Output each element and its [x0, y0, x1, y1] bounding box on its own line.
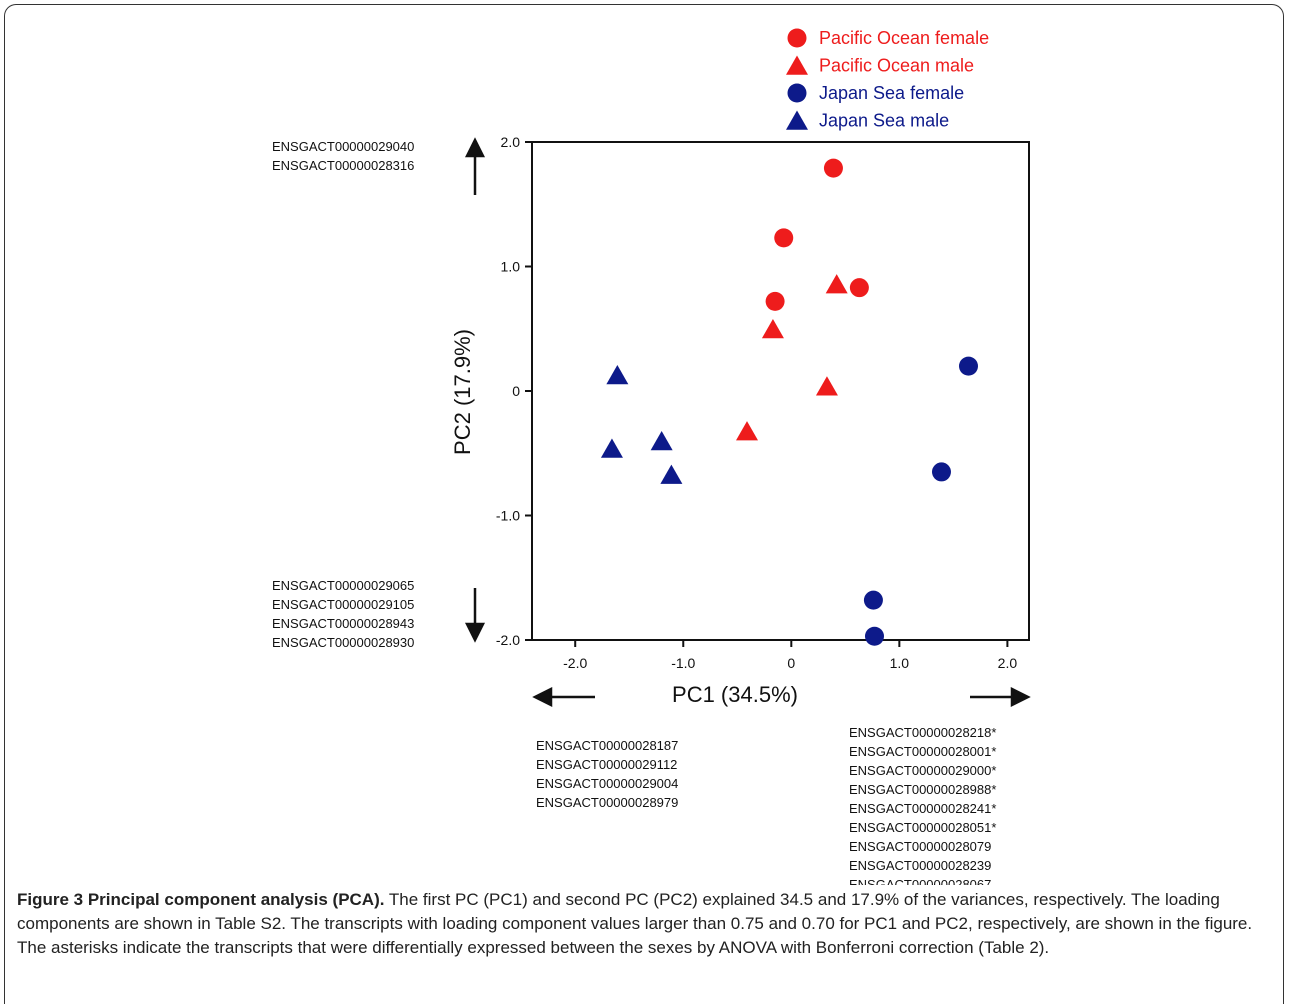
data-point — [825, 274, 848, 294]
y-axis-title: PC2 (17.9%) — [450, 329, 475, 455]
pc1-negative-transcripts: ENSGACT00000028187 ENSGACT00000029112 ENSG… — [536, 738, 678, 810]
transcript-label: ENSGACT00000029000* — [849, 763, 996, 778]
pc1-positive-transcripts: ENSGACT00000028218* ENSGACT00000028001* EN… — [849, 725, 996, 885]
data-point — [774, 228, 794, 248]
x-tick-label: -1.0 — [671, 655, 695, 671]
legend-label: Japan Sea male — [819, 111, 949, 131]
data-point — [606, 365, 629, 385]
figure-caption: Figure 3 Principal component analysis (P… — [17, 888, 1277, 960]
data-point — [815, 376, 838, 396]
transcript-label: ENSGACT00000029065 — [272, 578, 414, 593]
legend-label: Japan Sea female — [819, 83, 964, 103]
legend-marker — [787, 83, 807, 103]
transcript-label: ENSGACT00000028979 — [536, 795, 678, 810]
transcript-label: ENSGACT00000029040 — [272, 139, 414, 154]
data-point — [931, 462, 951, 482]
x-tick-label: 0 — [787, 655, 795, 671]
transcript-label: ENSGACT00000028241* — [849, 801, 996, 816]
pc2-positive-transcripts: ENSGACT00000029040 ENSGACT00000028316 — [272, 139, 414, 173]
data-point — [761, 318, 784, 339]
transcript-label: ENSGACT00000028079 — [849, 839, 991, 854]
transcript-label: ENSGACT00000028187 — [536, 738, 678, 753]
data-point — [823, 158, 843, 178]
legend-label: Pacific Ocean female — [819, 28, 989, 48]
pc1-positive-arrow — [970, 686, 1031, 708]
pc2-negative-arrow — [464, 588, 486, 643]
data-point — [958, 356, 978, 376]
pc2-positive-arrow — [464, 137, 486, 195]
transcript-label: ENSGACT00000028239 — [849, 858, 991, 873]
x-axis-title: PC1 (34.5%) — [672, 682, 798, 707]
caption-text: The first PC (PC1) and second PC (PC2) e… — [17, 890, 1253, 957]
transcript-label: ENSGACT00000028943 — [272, 616, 414, 631]
transcript-label: ENSGACT00000029112 — [536, 757, 677, 772]
y-tick-label: 2.0 — [501, 134, 521, 150]
pca-scatter-chart: Pacific Ocean female Pacific Ocean male Ja… — [272, 28, 1031, 885]
x-tick-label: 1.0 — [890, 655, 910, 671]
legend-marker — [787, 28, 807, 48]
data-point — [765, 291, 785, 311]
caption-title: Figure 3 Principal component analysis (P… — [17, 890, 385, 909]
y-tick-label: 0 — [512, 383, 520, 399]
transcript-label: ENSGACT00000028930 — [272, 635, 414, 650]
data-points — [600, 158, 978, 646]
legend-marker — [786, 55, 808, 75]
transcript-label: ENSGACT00000028988* — [849, 782, 996, 797]
data-point — [660, 464, 683, 484]
data-point — [864, 626, 884, 646]
pc2-negative-transcripts: ENSGACT00000029065 ENSGACT00000029105 ENSG… — [272, 578, 414, 650]
data-point — [863, 590, 883, 610]
data-point — [600, 438, 623, 458]
plot-area — [531, 141, 1030, 641]
chart-legend: Pacific Ocean female Pacific Ocean male Ja… — [786, 28, 989, 131]
legend-marker — [786, 110, 808, 130]
transcript-label: ENSGACT00000028316 — [272, 158, 414, 173]
axis-ticks: -2.0 -1.0 0 1.0 2.0 2.0 1.0 0 -1.0 -2.0 — [496, 134, 1017, 671]
transcript-label: ENSGACT00000028218* — [849, 725, 996, 740]
transcript-label: ENSGACT00000028051* — [849, 820, 996, 835]
transcript-label: ENSGACT00000029105 — [272, 597, 414, 612]
legend-label: Pacific Ocean male — [819, 56, 974, 76]
transcript-label: ENSGACT00000029004 — [536, 776, 678, 791]
transcript-label: ENSGACT00000028067 — [849, 877, 991, 885]
data-point — [849, 278, 869, 298]
x-tick-label: 2.0 — [998, 655, 1018, 671]
x-tick-label: -2.0 — [563, 655, 587, 671]
y-tick-label: -1.0 — [496, 508, 520, 524]
data-point — [650, 431, 673, 451]
y-tick-label: -2.0 — [496, 632, 520, 648]
pc1-negative-arrow — [532, 686, 595, 708]
data-point — [736, 421, 759, 441]
figure-frame — [4, 4, 1284, 1004]
y-tick-label: 1.0 — [501, 259, 521, 275]
transcript-label: ENSGACT00000028001* — [849, 744, 996, 759]
